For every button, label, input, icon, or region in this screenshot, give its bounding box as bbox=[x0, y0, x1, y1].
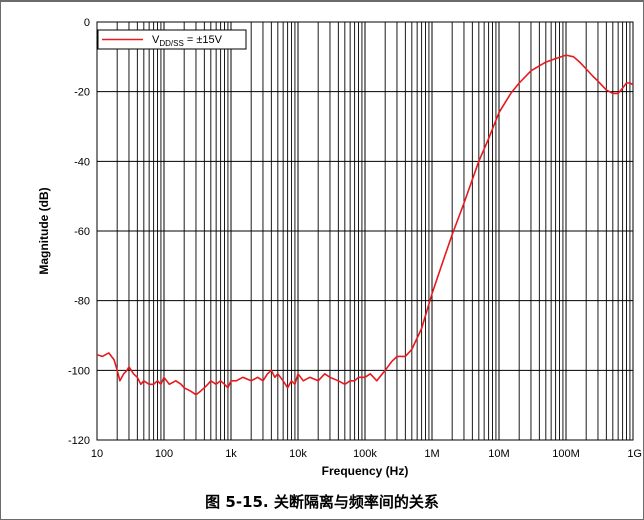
x-tick-label: 1G bbox=[627, 448, 642, 460]
x-tick-labels: 10 100 1k 10k 100k 1M 10M 100M 1G bbox=[91, 448, 642, 460]
legend: VDD/SS = ±15V bbox=[98, 30, 246, 49]
shutdown-isolation-chart: 0-20-40-60-80-100-120 10 100 1k 10k 100k 1M 10… bbox=[0, 0, 644, 490]
x-tick-label: 10k bbox=[289, 448, 307, 460]
x-tick-label: 1M bbox=[424, 448, 439, 460]
y-tick-label: -100 bbox=[68, 365, 90, 377]
x-tick-label: 1k bbox=[225, 448, 237, 460]
y-tick-label: 0 bbox=[84, 17, 90, 29]
x-tick-label: 100 bbox=[155, 448, 173, 460]
legend-label-subscript: DD/SS bbox=[159, 39, 183, 48]
y-tick-labels: 0 -20 -40 -60 -80 -100 -120 bbox=[68, 17, 90, 447]
y-tick-label: -120 bbox=[68, 435, 90, 447]
x-tick-label: 100M bbox=[552, 448, 580, 460]
y-tick-label: -80 bbox=[74, 296, 90, 308]
legend-label-rest: = ±15V bbox=[184, 34, 223, 46]
y-tick-label: -60 bbox=[74, 226, 90, 238]
figure-caption: 图 5-15. 关断隔离与频率间的关系 bbox=[0, 491, 644, 512]
y-tick-label: -40 bbox=[74, 156, 90, 168]
y-tick-label: -20 bbox=[74, 87, 90, 99]
x-tick-label: 10M bbox=[488, 448, 509, 460]
y-axis-title: Magnitude (dB) bbox=[37, 187, 51, 274]
x-tick-label: 100k bbox=[353, 448, 377, 460]
x-axis-title: Frequency (Hz) bbox=[322, 464, 409, 478]
x-tick-label: 10 bbox=[91, 448, 103, 460]
